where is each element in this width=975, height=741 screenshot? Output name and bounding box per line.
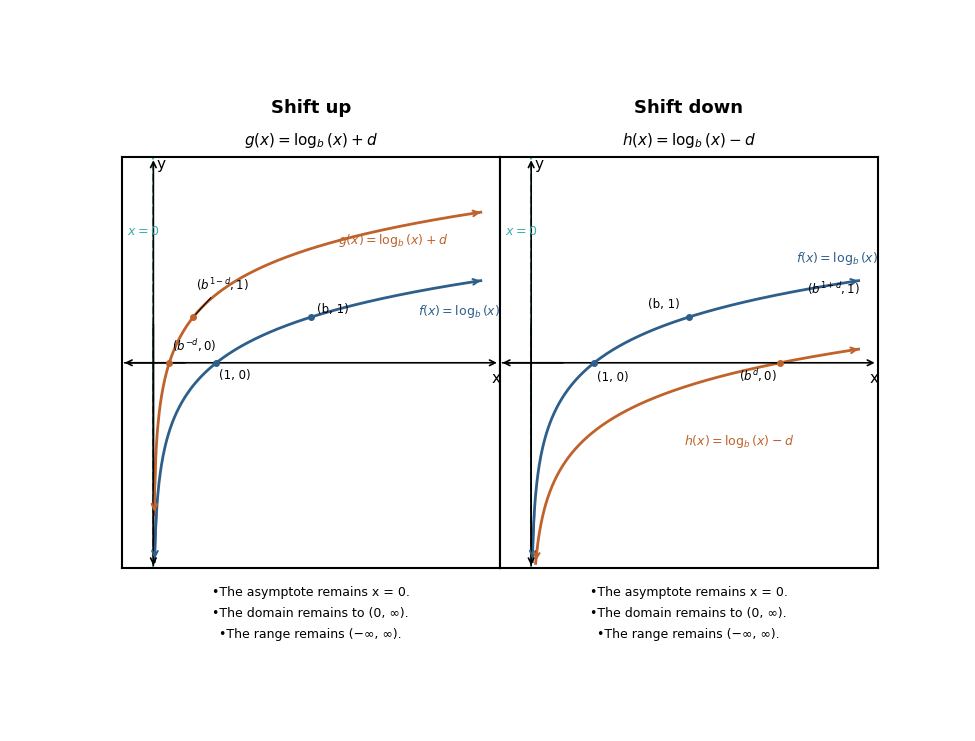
Text: $g(x) = \log_b(x) + d$: $g(x) = \log_b(x) + d$ [244, 130, 377, 150]
Text: (1, 0): (1, 0) [598, 371, 629, 384]
Text: $h(x) = \log_b(x) - d$: $h(x) = \log_b(x) - d$ [622, 130, 756, 150]
Text: $(b^d, 0)$: $(b^d, 0)$ [739, 367, 777, 384]
Text: $(b^{-d}, 0)$: $(b^{-d}, 0)$ [173, 337, 217, 354]
Text: $x = 0$: $x = 0$ [505, 225, 537, 238]
Text: x: x [870, 371, 878, 386]
Text: $f(x) = \log_b(x)$: $f(x) = \log_b(x)$ [796, 250, 878, 268]
Text: (1, 0): (1, 0) [219, 369, 252, 382]
Text: Shift down: Shift down [634, 99, 743, 117]
Text: $x = 0$: $x = 0$ [127, 225, 159, 238]
Text: $(b^{1+d}, 1)$: $(b^{1+d}, 1)$ [807, 280, 860, 297]
Text: y: y [534, 157, 543, 172]
Text: Shift up: Shift up [271, 99, 351, 117]
Text: $g(x) = \log_b(x) + d$: $g(x) = \log_b(x) + d$ [337, 232, 448, 249]
Text: •The asymptote remains x = 0.
•The domain remains to (0, ∞).
•The range remains : •The asymptote remains x = 0. •The domai… [590, 586, 788, 642]
Text: (b, 1): (b, 1) [647, 298, 680, 311]
Text: •The asymptote remains x = 0.
•The domain remains to (0, ∞).
•The range remains : •The asymptote remains x = 0. •The domai… [212, 586, 410, 642]
Text: $(b^{1-d}, 1)$: $(b^{1-d}, 1)$ [195, 276, 250, 315]
Text: $f(x) = \log_b(x)$: $f(x) = \log_b(x)$ [418, 303, 500, 320]
Text: y: y [156, 157, 166, 172]
Text: $h(x) = \log_b(x) - d$: $h(x) = \log_b(x) - d$ [684, 433, 794, 450]
Text: (b, 1): (b, 1) [317, 302, 349, 316]
Text: x: x [492, 371, 501, 386]
